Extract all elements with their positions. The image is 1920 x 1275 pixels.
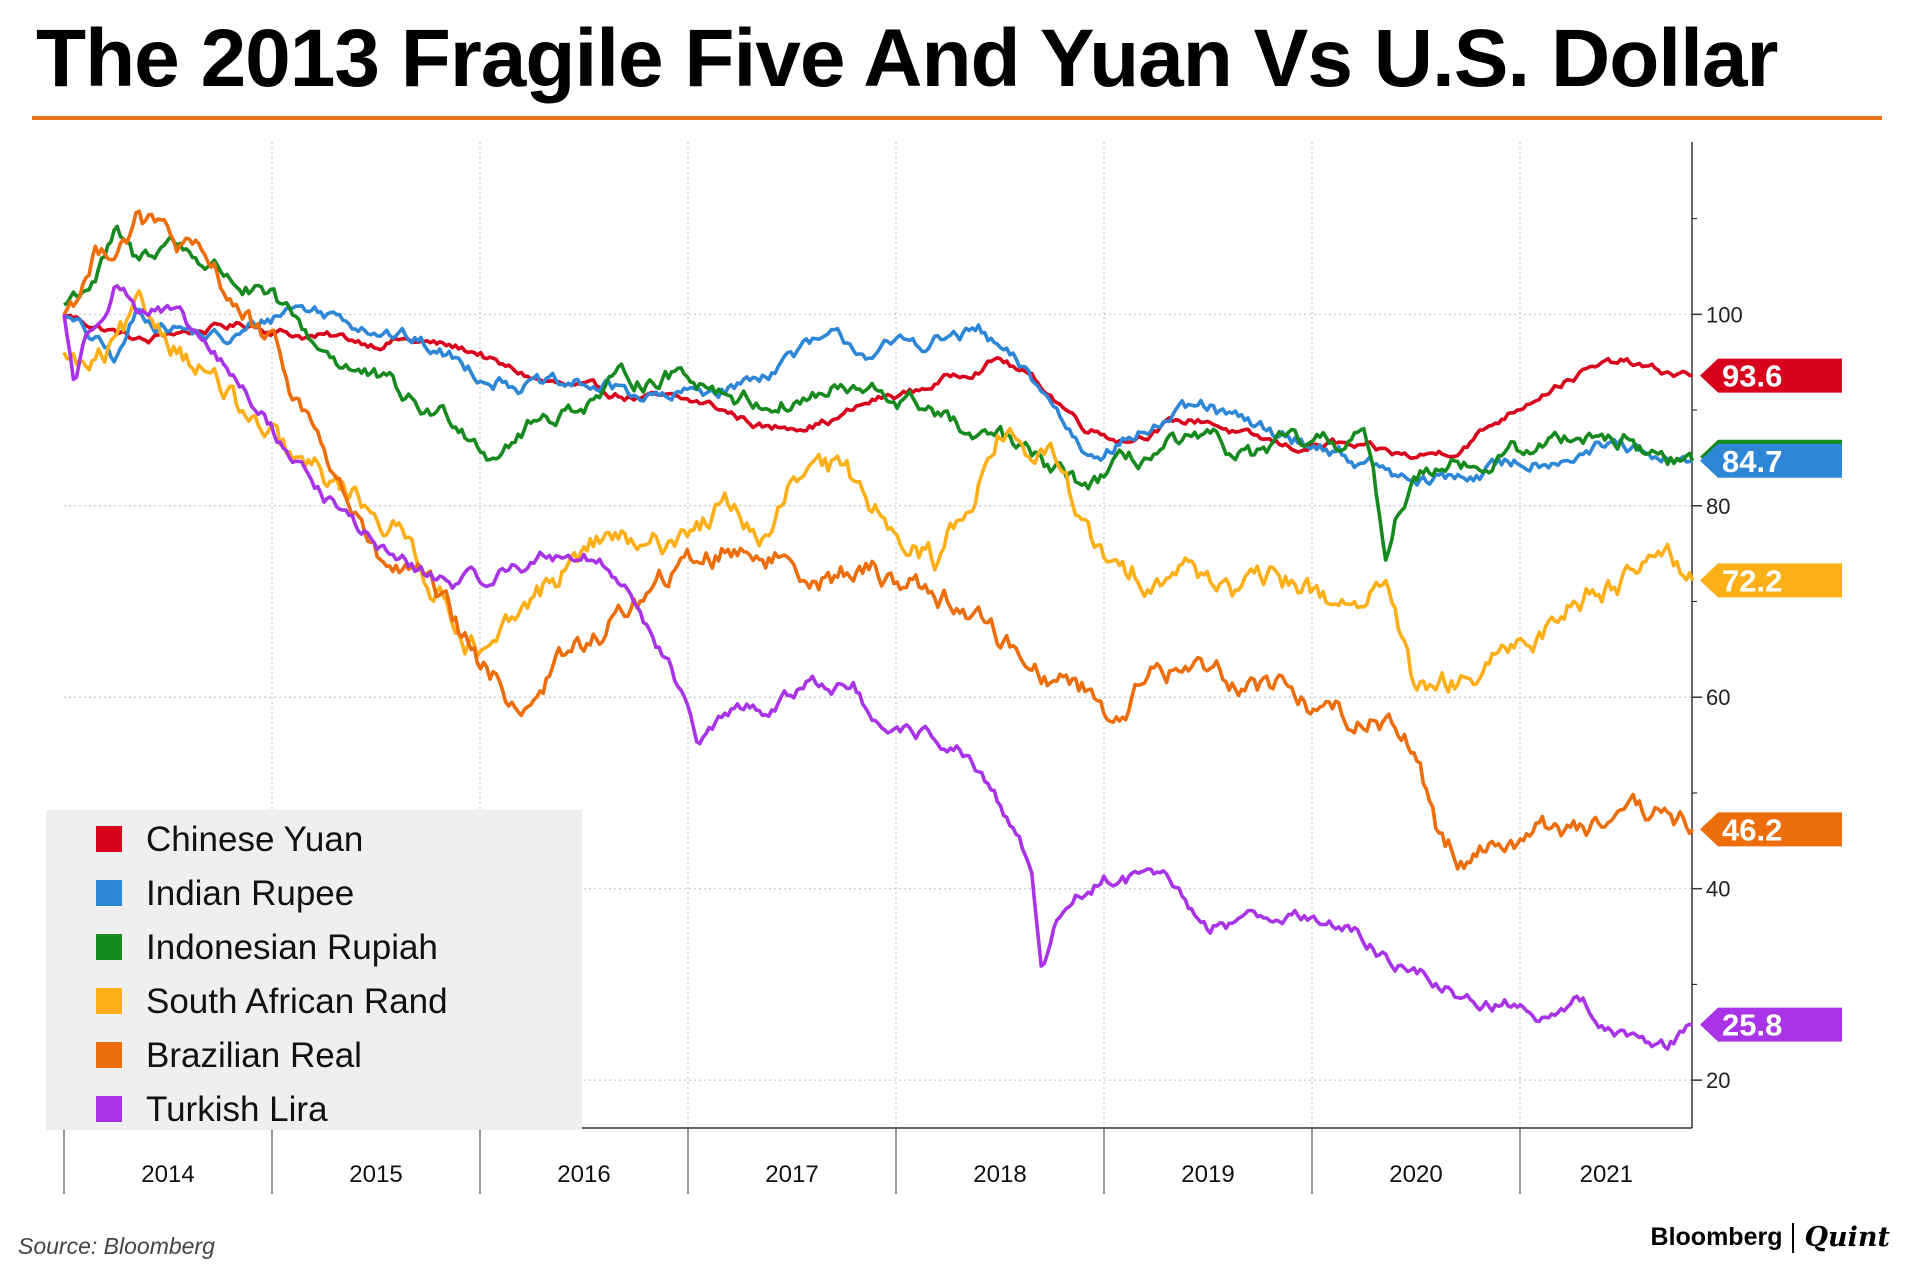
legend-swatch (96, 988, 122, 1014)
last-value-tag-shape (1700, 443, 1842, 478)
last-value-tag-shape (1700, 812, 1842, 847)
legend-label: South African Rand (146, 982, 448, 1021)
brand-separator (1792, 1222, 1795, 1253)
x-tick-label: 2018 (973, 1161, 1026, 1188)
last-value-labels: 93.6 84.7 72.2 46.2 25.8 (1700, 358, 1842, 1043)
legend-swatch (96, 1096, 122, 1122)
last-value-label: 93.6 (1722, 359, 1782, 394)
legend-label: Chinese Yuan (146, 820, 363, 859)
title-underline (32, 116, 1882, 120)
series-lines (62, 209, 1695, 1051)
y-tick-label: 20 (1706, 1068, 1730, 1093)
series-line-brazilian-real (62, 209, 1695, 871)
last-value-label: 46.2 (1722, 812, 1782, 847)
legend-swatch (96, 934, 122, 960)
last-value-tag-shape (1700, 358, 1842, 393)
legend-label: Indian Rupee (146, 874, 354, 913)
brand-logo: Bloomberg Quint (1651, 1222, 1890, 1253)
y-tick-label: 80 (1706, 494, 1730, 519)
legend-box (46, 810, 582, 1130)
legend-label: Turkish Lira (146, 1090, 328, 1129)
series-line-indian-rupee (62, 303, 1694, 487)
series-line-indonesian-rupiah (63, 224, 1695, 562)
x-tick-label: 2016 (557, 1161, 610, 1188)
y-tick-label: 60 (1706, 685, 1730, 710)
last-value-tag-shape (1700, 563, 1842, 598)
x-tick-label: 2014 (141, 1161, 194, 1188)
x-tick-label: 2021 (1580, 1161, 1633, 1188)
x-tick-label: 2020 (1389, 1161, 1442, 1188)
legend-swatch (96, 880, 122, 906)
last-value-label: 25.8 (1722, 1008, 1782, 1043)
legend-label: Brazilian Real (146, 1036, 362, 1075)
brand-quint: Quint (1804, 1222, 1890, 1253)
x-tick-label: 2019 (1181, 1161, 1234, 1188)
axes: 20 40 60 80 100 2014 2015 2016 2017 2018 2019 2020 2… (63, 142, 1743, 1194)
y-tick-label: 100 (1706, 302, 1743, 327)
legend-swatch (96, 1042, 122, 1068)
last-value-label: 84.7 (1722, 444, 1782, 479)
x-tick-label: 2015 (349, 1161, 402, 1188)
source-note: Source: Bloomberg (18, 1233, 215, 1259)
legend-label: Indonesian Rupiah (146, 928, 438, 967)
series-line-turkish-lira (62, 284, 1693, 1051)
last-value-label: 72.2 (1722, 563, 1782, 598)
legend: Chinese Yuan Indian Rupee Indonesian Rupia… (46, 810, 582, 1130)
brand-bloomberg: Bloomberg (1650, 1223, 1783, 1251)
x-tick-label: 2017 (765, 1161, 818, 1188)
series-line-chinese-yuan (63, 312, 1693, 461)
chart-title: The 2013 Fragile Five And Yuan Vs U.S. D… (36, 13, 1778, 104)
last-value-tag-shape (1700, 1007, 1842, 1042)
legend-swatch (96, 826, 122, 852)
y-tick-label: 40 (1706, 877, 1730, 902)
